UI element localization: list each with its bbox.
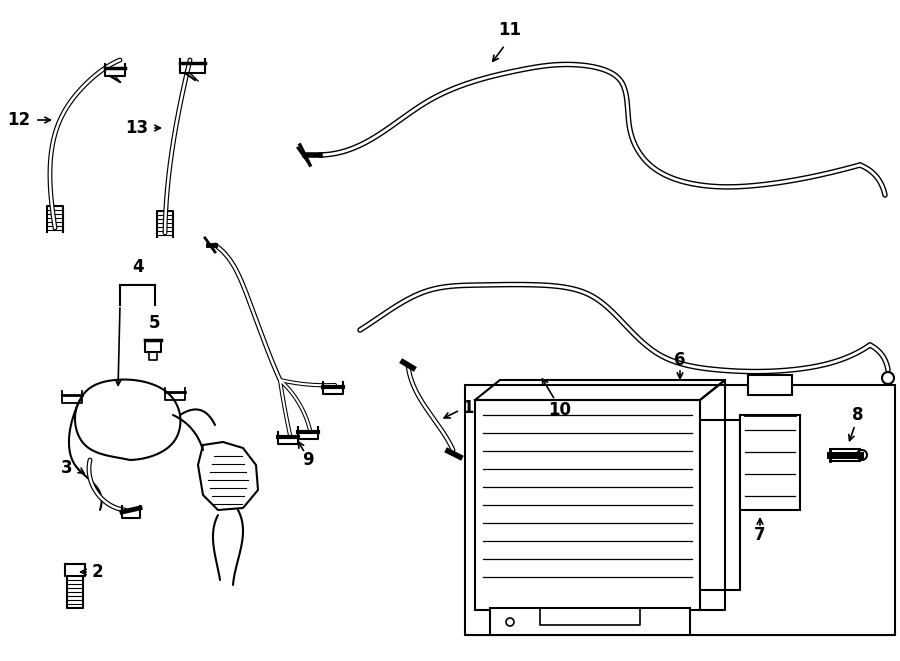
Text: 12: 12 — [7, 111, 30, 129]
Text: 9: 9 — [302, 451, 314, 469]
Text: 4: 4 — [132, 258, 144, 276]
Text: 2: 2 — [92, 563, 104, 581]
Text: 13: 13 — [125, 119, 148, 137]
Bar — [748, 375, 792, 395]
Bar — [490, 608, 690, 635]
Text: 6: 6 — [674, 351, 686, 369]
Text: 7: 7 — [754, 526, 766, 544]
Text: 5: 5 — [149, 314, 161, 332]
Bar — [475, 400, 700, 610]
Bar — [700, 420, 740, 590]
Text: 11: 11 — [499, 21, 521, 39]
Bar — [465, 385, 895, 635]
Bar — [740, 415, 800, 510]
Text: 3: 3 — [61, 459, 73, 477]
Text: 10: 10 — [548, 401, 572, 419]
Text: 1: 1 — [462, 399, 473, 417]
Text: 8: 8 — [852, 406, 864, 424]
